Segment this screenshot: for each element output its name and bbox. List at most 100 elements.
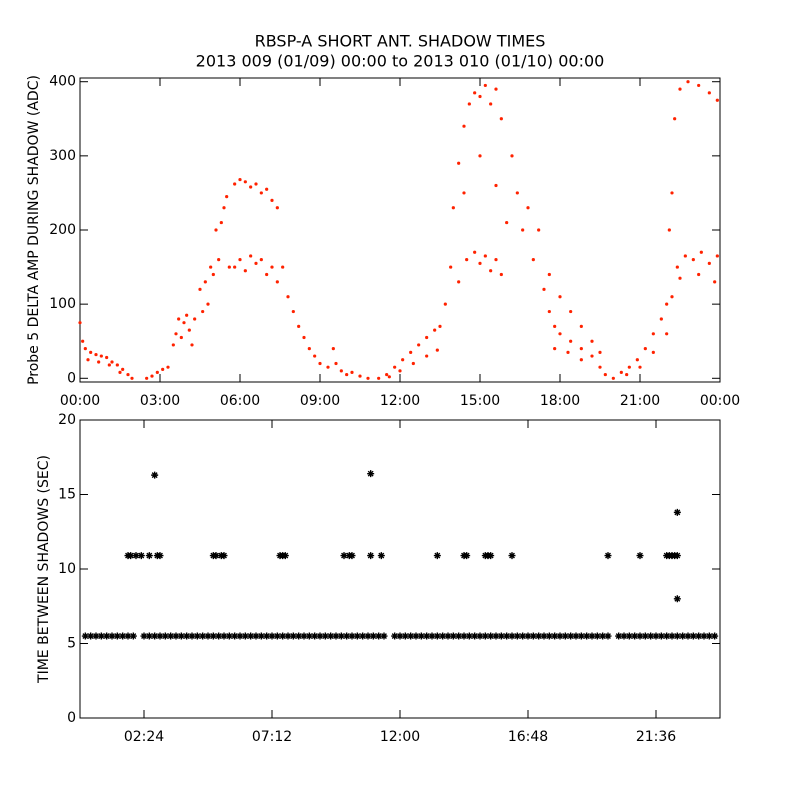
data-point [455,632,463,640]
data-point [604,632,612,640]
data-point [599,632,607,640]
data-point [273,632,281,640]
data-point [145,376,149,380]
data-point [699,250,703,254]
data-point [492,632,500,640]
data-point [508,632,516,640]
data-point [651,350,655,354]
data-point [105,355,109,360]
data-point [177,317,181,321]
data-point [462,191,466,195]
y-tick-label: 20 [58,412,76,428]
data-point [219,220,223,225]
data-point [396,632,404,640]
data-point [121,367,125,371]
data-point [460,632,468,640]
data-point [407,632,415,640]
data-point [537,228,541,232]
data-point [535,632,543,640]
data-point [83,347,87,351]
data-point [481,632,489,640]
data-point [497,632,505,640]
data-point [332,632,340,640]
data-point [337,632,345,640]
data-point [92,632,100,640]
data-point [286,295,290,299]
data-point [503,632,511,640]
data-point [670,295,674,299]
chart-title: RBSP-A SHORT ANT. SHADOW TIMES [255,32,546,51]
data-point [305,632,313,640]
data-point [449,265,453,269]
data-point [547,272,551,277]
x-tick-label: 06:00 [220,393,260,409]
data-point [673,508,681,516]
data-point [359,632,367,640]
data-point [214,228,218,232]
data-point [691,258,695,262]
data-point [254,182,258,186]
data-point [524,632,532,640]
data-point [657,632,665,640]
data-point [201,309,205,314]
data-point [499,117,503,121]
data-point [225,195,229,199]
data-point [137,552,145,560]
data-point [590,339,594,343]
data-point [411,361,415,366]
data-point [222,206,226,210]
data-point [188,632,196,640]
data-point [401,358,405,362]
data-point [241,632,249,640]
data-point [553,324,557,328]
data-point [297,324,301,328]
data-point [193,317,197,321]
data-point [156,632,164,640]
data-point [510,154,514,158]
data-point [369,632,377,640]
x-tick-label: 21:36 [636,729,676,745]
data-point [631,632,639,640]
data-point [279,632,287,640]
data-point [425,335,429,340]
data-point [209,632,217,640]
data-point [566,350,570,354]
data-point [635,358,639,362]
data-point [166,365,170,369]
data-point [673,117,677,121]
data-point [435,348,439,352]
data-point [161,367,165,371]
data-point [353,632,361,640]
data-point [307,347,311,351]
data-point [636,632,644,640]
data-point [313,354,317,358]
data-point [156,552,164,560]
data-point [428,632,436,640]
data-point [249,185,253,189]
data-point [119,632,127,640]
data-point [476,632,484,640]
data-point [625,372,629,377]
data-point [636,552,644,560]
data-point [254,261,258,265]
data-point [561,632,569,640]
data-point [667,228,671,232]
x-tick-label: 07:12 [252,729,292,745]
data-point [348,552,356,560]
data-point [103,632,111,640]
data-point [284,632,292,640]
data-point [151,471,159,479]
data-point [569,309,573,314]
data-point [433,632,441,640]
y-tick-label: 200 [49,222,76,238]
x-tick-label: 12:00 [380,393,420,409]
data-point [465,632,473,640]
data-point [494,183,498,188]
data-point [673,595,681,603]
data-point [302,335,306,340]
data-point [707,261,711,265]
data-point [487,632,495,640]
data-point [451,206,455,210]
data-point [604,552,612,560]
data-point [444,632,452,640]
